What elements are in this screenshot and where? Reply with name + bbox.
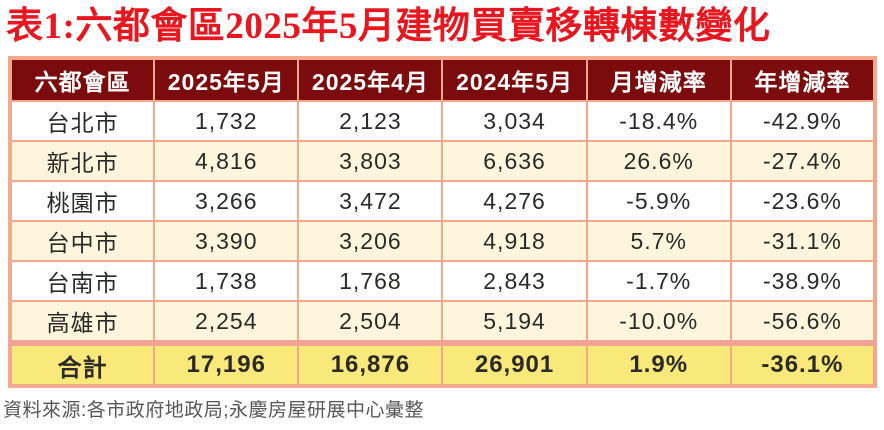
cell-may-2025: 1,738	[153, 260, 300, 303]
col-header-yoy-change: 年增減率	[729, 57, 877, 103]
cell-mom-change: -1.7%	[585, 260, 732, 303]
table-body: 台北市 1,732 2,123 3,034 -18.4% -42.9% 新北市 …	[8, 100, 877, 388]
cell-total-label: 合計	[8, 340, 156, 388]
total-row: 合計 17,196 16,876 26,901 1.9% -36.1%	[8, 340, 877, 388]
cell-may-2024: 2,843	[441, 260, 588, 303]
table-row-new-taipei: 新北市 4,816 3,803 6,636 26.6% -27.4%	[8, 140, 877, 183]
cell-may-2024: 4,276	[441, 180, 588, 223]
cell-total-mom-change: 1.9%	[585, 340, 732, 388]
cell-apr-2025: 2,504	[297, 300, 444, 345]
table-row-taipei: 台北市 1,732 2,123 3,034 -18.4% -42.9%	[8, 100, 877, 143]
cell-may-2025: 2,254	[153, 300, 300, 345]
col-header-apr-2025: 2025年4月	[297, 57, 444, 103]
cell-may-2024: 6,636	[441, 140, 588, 183]
col-header-may-2025: 2025年5月	[153, 57, 300, 103]
cell-may-2024: 3,034	[441, 100, 588, 143]
cell-apr-2025: 3,472	[297, 180, 444, 223]
col-header-mom-change: 月增減率	[585, 57, 732, 103]
cell-mom-change: -18.4%	[585, 100, 732, 143]
cell-city: 高雄市	[8, 300, 156, 345]
cell-mom-change: 5.7%	[585, 220, 732, 263]
cell-total-may-2025: 17,196	[153, 340, 300, 388]
cell-yoy-change: -56.6%	[729, 300, 877, 345]
cell-mom-change: -10.0%	[585, 300, 732, 345]
table-row-tainan: 台南市 1,738 1,768 2,843 -1.7% -38.9%	[8, 260, 877, 303]
cell-may-2025: 4,816	[153, 140, 300, 183]
cell-apr-2025: 3,803	[297, 140, 444, 183]
table-title: 表1:六都會區2025年5月建物買賣移轉棟數變化	[6, 6, 771, 47]
cell-apr-2025: 2,123	[297, 100, 444, 143]
cell-yoy-change: -42.9%	[729, 100, 877, 143]
table-row-taichung: 台中市 3,390 3,206 4,918 5.7% -31.1%	[8, 220, 877, 263]
cell-may-2025: 1,732	[153, 100, 300, 143]
table-row-taoyuan: 桃園市 3,266 3,472 4,276 -5.9% -23.6%	[8, 180, 877, 223]
cell-city: 台北市	[8, 100, 156, 143]
cell-mom-change: -5.9%	[585, 180, 732, 223]
cell-may-2024: 5,194	[441, 300, 588, 345]
cell-may-2024: 4,918	[441, 220, 588, 263]
col-header-may-2024: 2024年5月	[441, 57, 588, 103]
cell-may-2025: 3,390	[153, 220, 300, 263]
cell-city: 台南市	[8, 260, 156, 303]
transactions-table: 六都會區 2025年5月 2025年4月 2024年5月 月增減率 年增減率 台…	[8, 56, 877, 389]
cell-mom-change: 26.6%	[585, 140, 732, 183]
cell-city: 新北市	[8, 140, 156, 183]
header-row: 六都會區 2025年5月 2025年4月 2024年5月 月增減率 年增減率	[8, 57, 877, 103]
col-header-region: 六都會區	[8, 57, 156, 103]
cell-yoy-change: -27.4%	[729, 140, 877, 183]
cell-total-may-2024: 26,901	[441, 340, 588, 388]
table-row-kaohsiung: 高雄市 2,254 2,504 5,194 -10.0% -56.6%	[8, 300, 877, 345]
cell-city: 台中市	[8, 220, 156, 263]
cell-yoy-change: -38.9%	[729, 260, 877, 303]
cell-apr-2025: 1,768	[297, 260, 444, 303]
cell-yoy-change: -23.6%	[729, 180, 877, 223]
cell-city: 桃園市	[8, 180, 156, 223]
source-note: 資料來源:各市政府地政局;永慶房屋研展中心彙整	[3, 400, 425, 422]
cell-apr-2025: 3,206	[297, 220, 444, 263]
cell-total-apr-2025: 16,876	[297, 340, 444, 388]
cell-yoy-change: -31.1%	[729, 220, 877, 263]
cell-total-yoy-change: -36.1%	[729, 340, 877, 388]
table-header: 六都會區 2025年5月 2025年4月 2024年5月 月增減率 年增減率	[8, 57, 877, 103]
cell-may-2025: 3,266	[153, 180, 300, 223]
